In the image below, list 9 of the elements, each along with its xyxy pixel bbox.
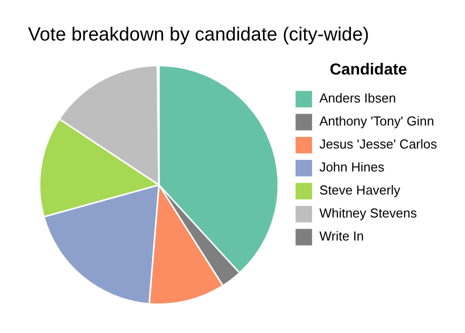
legend-label: Write In (319, 228, 364, 244)
legend-label: Jesus 'Jesse' Carlos (319, 136, 438, 152)
legend-label: Steve Haverly (319, 182, 401, 198)
legend-label: Anders Ibsen (319, 90, 396, 106)
legend-label: Whitney Stevens (319, 206, 418, 221)
legend-label: Anthony 'Tony' Ginn (319, 114, 434, 129)
legend-label: John Hines (319, 160, 385, 175)
legend-title: Candidate (330, 61, 408, 78)
chart-title: Vote breakdown by candidate (city-wide) (28, 24, 370, 46)
